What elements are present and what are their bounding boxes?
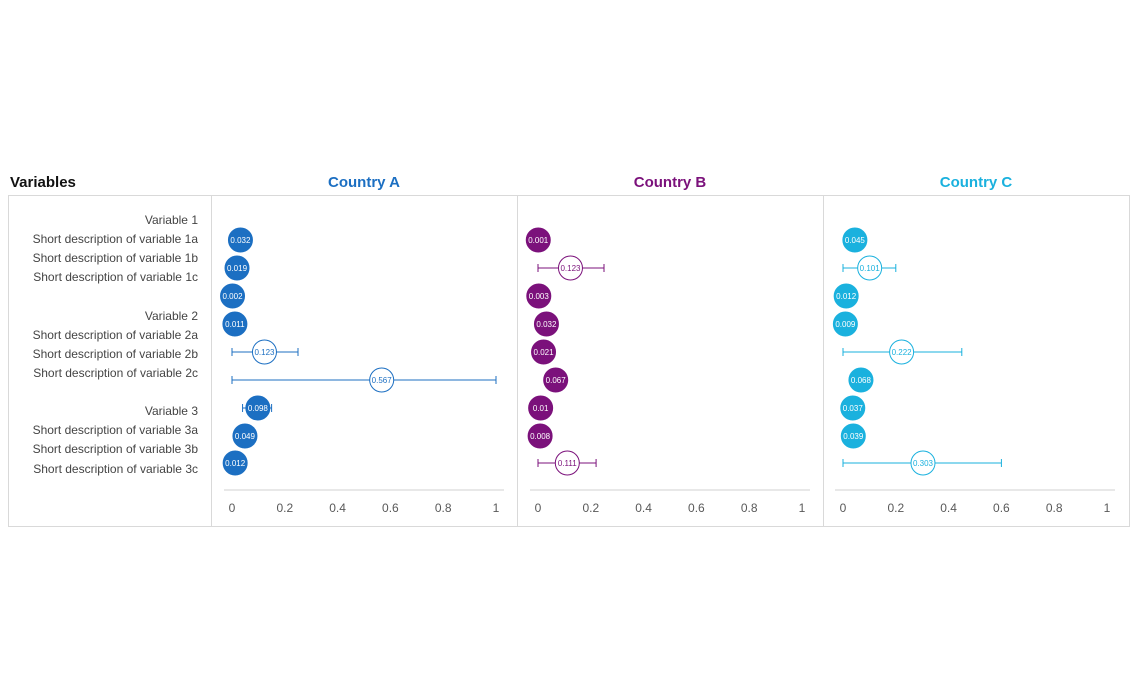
panel-1-point-label: 0.019	[227, 264, 248, 273]
panel-3-point-label: 0.101	[860, 264, 881, 273]
panel-2-point-label: 0.01	[533, 404, 549, 413]
panel-3-point	[848, 367, 874, 393]
row-label-variable-3: Variable 3	[144, 404, 198, 418]
panel-1-tick-label: 0.6	[382, 501, 399, 515]
panel-divider	[517, 195, 518, 527]
panel-1-point	[220, 283, 246, 309]
panel-2-point-label: 0.067	[546, 376, 567, 385]
panel-3-point	[842, 227, 868, 253]
panel-2-point	[531, 339, 557, 365]
panel-1-tick-label: 1	[493, 501, 500, 515]
panel-1-point	[251, 339, 277, 365]
row-label-variable-3b: Short description of variable 3b	[32, 442, 198, 456]
panel-3-point-label: 0.012	[836, 292, 857, 301]
panel-3-tick-label: 0.4	[940, 501, 957, 515]
panel-2-point	[525, 227, 551, 253]
panel-3-point	[910, 450, 936, 476]
panel-2-point-label: 0.021	[534, 348, 555, 357]
panel-1-point-label: 0.098	[248, 404, 269, 413]
chart-frame	[8, 195, 1130, 527]
row-label-variable-1c: Short description of variable 1c	[33, 270, 198, 284]
panel-2-tick-label: 0.4	[635, 501, 652, 515]
row-label-variable-2: Variable 2	[144, 309, 198, 323]
panel-3-point	[832, 311, 858, 337]
panel-3-point-label: 0.045	[845, 236, 866, 245]
panel-2-point-label: 0.003	[529, 292, 550, 301]
panel-1-point-label: 0.011	[225, 320, 245, 329]
variables-title: Variables	[10, 174, 76, 191]
panel-3-point	[889, 339, 915, 365]
panel-2-point	[543, 367, 569, 393]
panel-1-tick-label: 0.4	[329, 501, 346, 515]
panel-3-point-label: 0.303	[913, 459, 934, 468]
panel-3-point	[840, 423, 866, 449]
row-label-variable-1: Variable 1	[144, 213, 198, 227]
panel-2-point	[527, 423, 553, 449]
panel-2-point	[533, 311, 559, 337]
panel-divider	[823, 195, 824, 527]
panel-2-tick-label: 1	[799, 501, 806, 515]
panel-2-point	[554, 450, 580, 476]
panel-1-point-label: 0.123	[254, 348, 275, 357]
panel-1-point	[224, 255, 250, 281]
row-label-variable-3c: Short description of variable 3c	[33, 462, 198, 476]
panel-3-point-label: 0.068	[851, 376, 872, 385]
panel-2-point-label: 0.123	[560, 264, 581, 273]
panel-1-point	[232, 423, 258, 449]
panel-2-point-label: 0.032	[536, 320, 557, 329]
row-label-variable-2b: Short description of variable 2b	[32, 347, 198, 361]
country-a-title: Country A	[328, 174, 400, 191]
panel-3-point-label: 0.009	[835, 320, 856, 329]
panel-2-point	[528, 395, 554, 421]
row-label-variable-1b: Short description of variable 1b	[32, 251, 198, 265]
row-label-variable-3a: Short description of variable 3a	[32, 423, 198, 437]
panel-2-point-label: 0.008	[530, 432, 551, 441]
panel-3-point-label: 0.039	[843, 432, 864, 441]
panel-3-tick-label: 0.6	[993, 501, 1010, 515]
row-label-variable-1a: Short description of variable 1a	[32, 232, 198, 246]
panel-2-point	[557, 255, 583, 281]
panel-2-point	[526, 283, 552, 309]
panel-3-tick-label: 0	[840, 501, 847, 515]
panel-3-tick-label: 1	[1104, 501, 1111, 515]
panel-1-point	[222, 450, 248, 476]
panel-1-point	[245, 395, 271, 421]
panel-3-tick-label: 0.8	[1046, 501, 1063, 515]
panel-2-tick-label: 0.6	[688, 501, 705, 515]
country-b-title: Country B	[633, 174, 707, 191]
panel-3-point	[833, 283, 859, 309]
row-label-variable-2a: Short description of variable 2a	[32, 328, 198, 342]
panel-3-point-label: 0.222	[892, 348, 913, 357]
panel-2-tick-label: 0.8	[741, 501, 758, 515]
panel-2-tick-label: 0	[535, 501, 542, 515]
panel-2-point-label: 0.111	[558, 459, 577, 468]
panel-1-point-label: 0.049	[235, 432, 256, 441]
panel-1-point	[222, 311, 248, 337]
panel-3-point	[840, 395, 866, 421]
country-c-title: Country C	[939, 174, 1013, 191]
row-label-variable-2c: Short description of variable 2c	[33, 366, 198, 380]
panel-1-tick-label: 0	[229, 501, 236, 515]
panel-2-tick-label: 0.2	[582, 501, 599, 515]
panel-3-tick-label: 0.2	[887, 501, 904, 515]
panel-3-point-label: 0.037	[843, 404, 864, 413]
panel-1-point-label: 0.002	[223, 292, 244, 301]
panel-1-point-label: 0.567	[372, 376, 393, 385]
panel-2-point-label: 0.001	[528, 236, 549, 245]
panel-1-point	[369, 367, 395, 393]
panel-1-point	[227, 227, 253, 253]
panel-1-tick-label: 0.2	[276, 501, 293, 515]
panel-1-point-label: 0.032	[230, 236, 251, 245]
panel-3-point	[857, 255, 883, 281]
panel-1-point-label: 0.012	[225, 459, 246, 468]
panel-divider	[211, 195, 212, 527]
panel-1-tick-label: 0.8	[435, 501, 452, 515]
